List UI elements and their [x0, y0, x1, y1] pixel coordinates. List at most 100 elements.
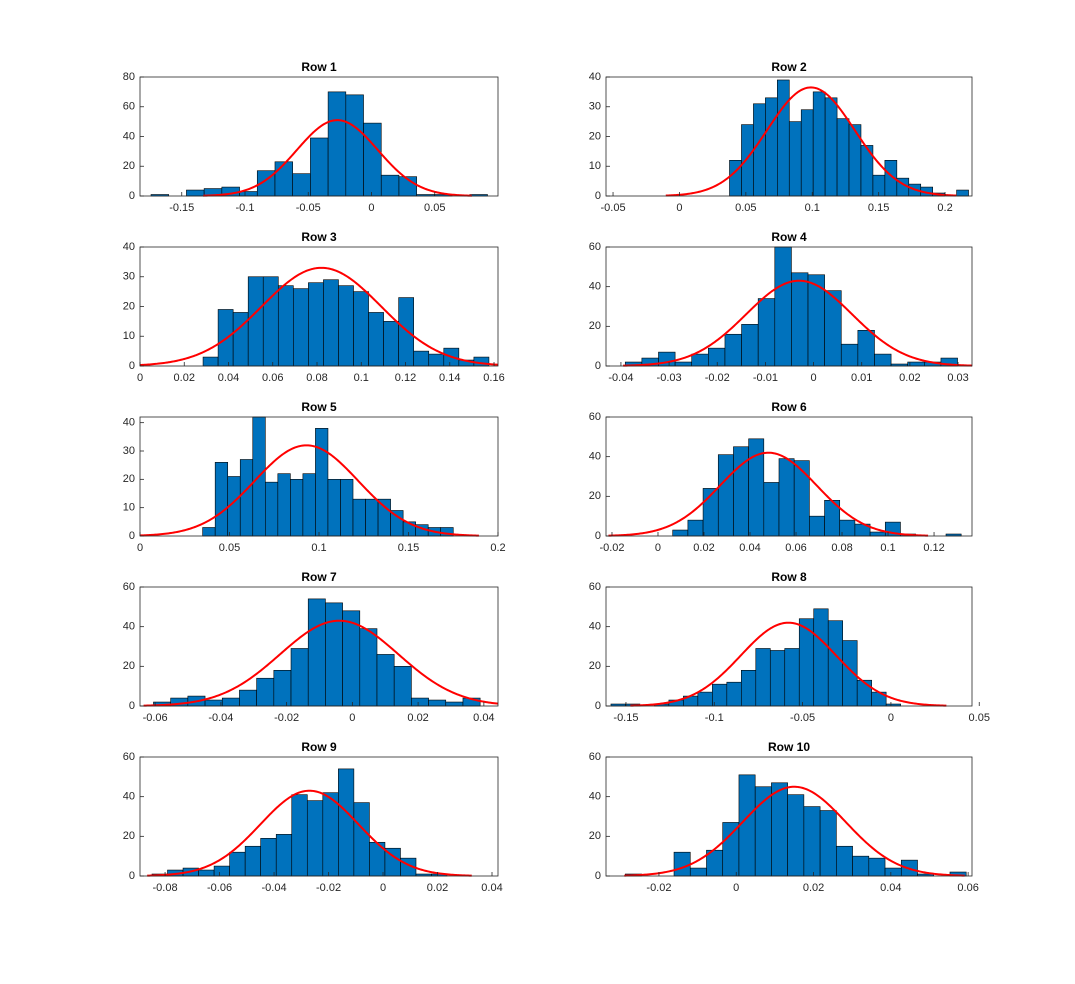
- y-tick-label: 40: [123, 417, 135, 429]
- y-tick-label: 10: [589, 160, 601, 172]
- x-tick-label: 0.06: [785, 542, 806, 554]
- bar: [239, 459, 254, 537]
- y-tick-label: 60: [123, 581, 135, 593]
- y-tick-label: 20: [589, 660, 601, 672]
- x-tick-label: -0.05: [600, 202, 625, 214]
- y-tick-label: 20: [589, 830, 601, 842]
- x-tick-label: -0.08: [153, 882, 178, 894]
- bar: [277, 473, 291, 537]
- y-tick-label: 60: [589, 751, 601, 763]
- bar: [836, 845, 853, 877]
- y-tick-label: 40: [123, 130, 135, 142]
- x-tick-label: 0.02: [174, 372, 195, 384]
- x-tick-label: 0.05: [735, 202, 756, 214]
- y-tick-label: 20: [589, 130, 601, 142]
- bar: [869, 531, 886, 537]
- y-tick-label: 20: [589, 490, 601, 502]
- chart-title: Row 6: [771, 400, 807, 414]
- y-tick-label: 20: [123, 660, 135, 672]
- bar: [322, 792, 339, 877]
- bar: [244, 845, 261, 877]
- bar: [393, 666, 412, 707]
- y-tick-label: 0: [129, 360, 135, 372]
- bar: [819, 810, 837, 877]
- bar: [708, 347, 726, 367]
- bar: [327, 479, 341, 537]
- fit-curve: [143, 619, 499, 707]
- bar: [310, 137, 329, 197]
- axes-box: [605, 756, 973, 877]
- bar: [256, 677, 275, 707]
- bar: [813, 608, 829, 707]
- bar: [836, 118, 850, 197]
- chart-title: Row 4: [771, 230, 807, 244]
- bar: [868, 857, 886, 877]
- fit-curve: [203, 119, 472, 197]
- bar: [383, 321, 399, 367]
- fit-curve: [139, 444, 479, 537]
- y-tick-label: 0: [595, 870, 601, 882]
- bar: [800, 109, 814, 197]
- y-tick-label: 20: [123, 160, 135, 172]
- y-tick-label: 20: [123, 830, 135, 842]
- bar: [291, 794, 308, 877]
- y-tick-label: 0: [129, 700, 135, 712]
- fit-curve: [665, 86, 957, 197]
- y-tick-label: 40: [589, 281, 601, 293]
- y-tick-label: 60: [589, 411, 601, 423]
- x-tick-label: -0.05: [296, 202, 321, 214]
- bar: [345, 94, 364, 197]
- x-tick-label: 0: [137, 372, 143, 384]
- chart-title: Row 8: [771, 570, 807, 584]
- x-tick-label: 0.06: [262, 372, 283, 384]
- x-tick-label: 0.02: [803, 882, 824, 894]
- x-tick-label: -0.02: [599, 542, 624, 554]
- x-tick-label: 0.02: [407, 712, 428, 724]
- fit-curve: [623, 279, 973, 367]
- x-tick-label: -0.01: [753, 372, 778, 384]
- bar: [884, 867, 902, 877]
- bar: [784, 648, 800, 707]
- bar: [377, 498, 391, 537]
- axes-box: [139, 756, 499, 877]
- y-tick-label: 20: [123, 300, 135, 312]
- fit-curve: [147, 789, 472, 877]
- x-tick-label: 0.12: [395, 372, 416, 384]
- x-tick-label: 0.08: [306, 372, 327, 384]
- y-tick-label: 40: [589, 791, 601, 803]
- bar: [273, 669, 292, 707]
- bar: [239, 689, 257, 707]
- chart-title: Row 5: [301, 400, 337, 414]
- x-tick-label: -0.1: [236, 202, 255, 214]
- bar: [264, 481, 279, 537]
- x-tick-label: 0.02: [427, 882, 448, 894]
- x-tick-label: 0.02: [899, 372, 920, 384]
- bar: [275, 834, 293, 877]
- bar: [292, 173, 311, 197]
- chart-title: Row 7: [301, 570, 337, 584]
- bar: [293, 288, 309, 367]
- y-tick-label: 30: [123, 271, 135, 283]
- bar: [262, 276, 279, 367]
- bar: [856, 679, 872, 707]
- x-tick-label: 0.04: [218, 372, 239, 384]
- bar: [368, 312, 384, 367]
- bar: [741, 669, 757, 707]
- y-tick-label: 10: [123, 502, 135, 514]
- bar: [753, 103, 766, 197]
- bar: [874, 353, 892, 367]
- bar: [771, 782, 788, 877]
- bar: [390, 510, 404, 537]
- bar: [204, 699, 223, 707]
- y-tick-label: 40: [589, 451, 601, 463]
- bar: [738, 774, 756, 877]
- bar: [717, 454, 734, 537]
- chart-title: Row 9: [301, 740, 337, 754]
- chart-title: Row 2: [771, 60, 807, 74]
- y-tick-label: 40: [589, 621, 601, 633]
- y-tick-label: 20: [123, 473, 135, 485]
- bar: [353, 802, 370, 877]
- y-tick-label: 0: [129, 530, 135, 542]
- bar: [325, 602, 343, 707]
- bar: [413, 350, 430, 367]
